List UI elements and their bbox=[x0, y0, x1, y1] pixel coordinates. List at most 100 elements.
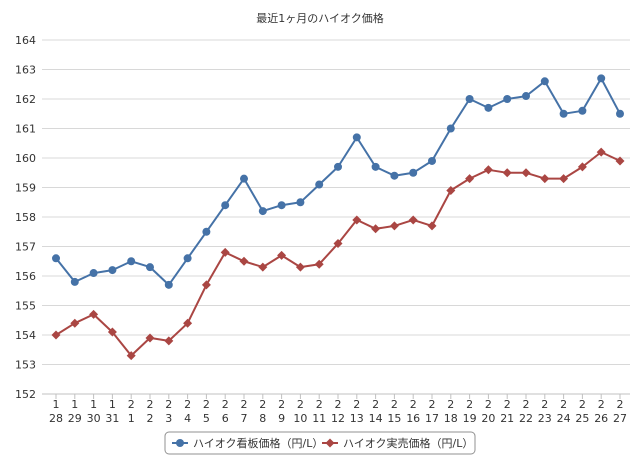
x-tick-label-month: 1 bbox=[109, 398, 116, 411]
x-tick-label-month: 2 bbox=[297, 398, 304, 411]
data-point-series-1 bbox=[164, 280, 173, 289]
data-point-series-1 bbox=[352, 133, 361, 142]
data-point-series-2 bbox=[333, 239, 343, 249]
data-point-series-1 bbox=[522, 92, 530, 101]
legend-marker-series-2 bbox=[325, 438, 335, 448]
y-tick-label: 154 bbox=[15, 329, 36, 342]
x-tick-label-day: 11 bbox=[312, 412, 326, 425]
data-point-series-2 bbox=[183, 318, 193, 328]
y-tick-label: 161 bbox=[15, 123, 36, 136]
x-tick-label-day: 24 bbox=[557, 412, 571, 425]
x-tick-label-day: 16 bbox=[406, 412, 420, 425]
data-point-series-1 bbox=[277, 201, 286, 210]
x-tick-label-month: 2 bbox=[466, 398, 473, 411]
x-tick-label-day: 5 bbox=[203, 412, 210, 425]
y-tick-label: 156 bbox=[15, 270, 36, 283]
legend-label-series-2: ハイオク実売価格（円/L） bbox=[343, 436, 473, 450]
x-tick-label-day: 15 bbox=[387, 412, 401, 425]
x-tick-label-day: 13 bbox=[350, 412, 364, 425]
x-tick-label-month: 2 bbox=[203, 398, 210, 411]
x-tick-label-month: 2 bbox=[391, 398, 398, 411]
data-point-series-1 bbox=[334, 162, 342, 171]
x-tick-label-month: 2 bbox=[598, 398, 605, 411]
data-point-series-1 bbox=[258, 207, 267, 216]
data-point-series-2 bbox=[371, 224, 381, 234]
x-tick-label-day: 27 bbox=[613, 412, 627, 425]
legend-marker-series-1 bbox=[176, 439, 184, 447]
y-tick-label: 155 bbox=[15, 300, 36, 313]
data-point-series-2 bbox=[258, 262, 268, 272]
x-tick-label-day: 6 bbox=[222, 412, 229, 425]
data-point-series-2 bbox=[126, 351, 136, 361]
x-axis: 1281291301312122232425262728292102112122… bbox=[42, 393, 630, 425]
x-tick-label-day: 4 bbox=[184, 412, 191, 425]
data-point-series-1 bbox=[578, 106, 587, 115]
x-tick-label-day: 29 bbox=[68, 412, 82, 425]
data-point-series-2 bbox=[70, 318, 80, 328]
data-point-series-1 bbox=[202, 227, 211, 236]
x-tick-label-month: 1 bbox=[71, 398, 78, 411]
x-tick-label-month: 2 bbox=[504, 398, 511, 411]
x-tick-label-month: 2 bbox=[617, 398, 624, 411]
data-point-series-1 bbox=[503, 95, 512, 103]
data-point-series-2 bbox=[220, 247, 230, 257]
data-point-series-2 bbox=[389, 221, 399, 231]
y-tick-label: 162 bbox=[15, 93, 36, 106]
x-tick-label-month: 2 bbox=[184, 398, 191, 411]
x-tick-label-day: 28 bbox=[49, 412, 63, 425]
x-tick-label-month: 1 bbox=[53, 398, 60, 411]
x-tick-label-month: 2 bbox=[372, 398, 379, 411]
x-tick-label-day: 14 bbox=[369, 412, 383, 425]
data-point-series-2 bbox=[483, 165, 493, 175]
data-point-series-2 bbox=[51, 330, 61, 340]
x-tick-label-month: 2 bbox=[485, 398, 492, 411]
x-tick-label-month: 2 bbox=[523, 398, 530, 411]
series-group bbox=[51, 74, 625, 361]
y-tick-label: 157 bbox=[15, 241, 36, 254]
x-tick-label-month: 2 bbox=[316, 398, 323, 411]
x-tick-label-month: 2 bbox=[278, 398, 285, 411]
data-point-series-1 bbox=[315, 180, 324, 189]
x-tick-label-month: 2 bbox=[447, 398, 454, 411]
data-point-series-1 bbox=[221, 201, 230, 210]
data-point-series-1 bbox=[465, 95, 474, 103]
data-point-series-1 bbox=[52, 254, 60, 263]
x-tick-label-month: 2 bbox=[579, 398, 586, 411]
x-tick-label-day: 26 bbox=[594, 412, 608, 425]
x-tick-label-day: 2 bbox=[147, 412, 154, 425]
x-tick-label-month: 2 bbox=[241, 398, 248, 411]
data-point-series-2 bbox=[427, 221, 437, 231]
data-point-series-2 bbox=[164, 336, 174, 346]
y-tick-label: 158 bbox=[15, 211, 36, 224]
y-axis: 152 153 154 155 156 157 158 159 160 161 162 163 164 bbox=[15, 34, 36, 401]
x-tick-label-month: 2 bbox=[410, 398, 417, 411]
x-tick-label-month: 1 bbox=[90, 398, 97, 411]
data-point-series-2 bbox=[521, 168, 531, 178]
data-point-series-2 bbox=[408, 215, 418, 225]
x-tick-label-day: 20 bbox=[481, 412, 495, 425]
x-tick-label-month: 2 bbox=[222, 398, 229, 411]
data-point-series-1 bbox=[597, 74, 606, 83]
data-point-series-1 bbox=[146, 263, 154, 272]
data-point-series-1 bbox=[559, 109, 568, 118]
x-tick-label-day: 10 bbox=[293, 412, 307, 425]
y-tick-label: 160 bbox=[15, 152, 36, 165]
x-tick-label-day: 19 bbox=[463, 412, 477, 425]
data-point-series-2 bbox=[502, 168, 512, 178]
data-point-series-1 bbox=[70, 277, 79, 286]
x-tick-label-day: 21 bbox=[500, 412, 514, 425]
data-point-series-1 bbox=[446, 124, 455, 133]
data-point-series-1 bbox=[108, 266, 117, 275]
data-point-series-2 bbox=[314, 259, 324, 269]
x-tick-label-day: 22 bbox=[519, 412, 533, 425]
data-point-series-2 bbox=[446, 185, 456, 195]
data-point-series-1 bbox=[240, 174, 248, 183]
data-point-series-2 bbox=[145, 333, 155, 343]
x-tick-label-day: 3 bbox=[165, 412, 172, 425]
y-tick-label: 159 bbox=[15, 182, 36, 195]
data-point-series-2 bbox=[577, 162, 587, 172]
x-tick-label-day: 12 bbox=[331, 412, 345, 425]
data-point-series-2 bbox=[201, 280, 211, 290]
data-point-series-1 bbox=[484, 103, 493, 112]
data-point-series-1 bbox=[296, 198, 305, 207]
